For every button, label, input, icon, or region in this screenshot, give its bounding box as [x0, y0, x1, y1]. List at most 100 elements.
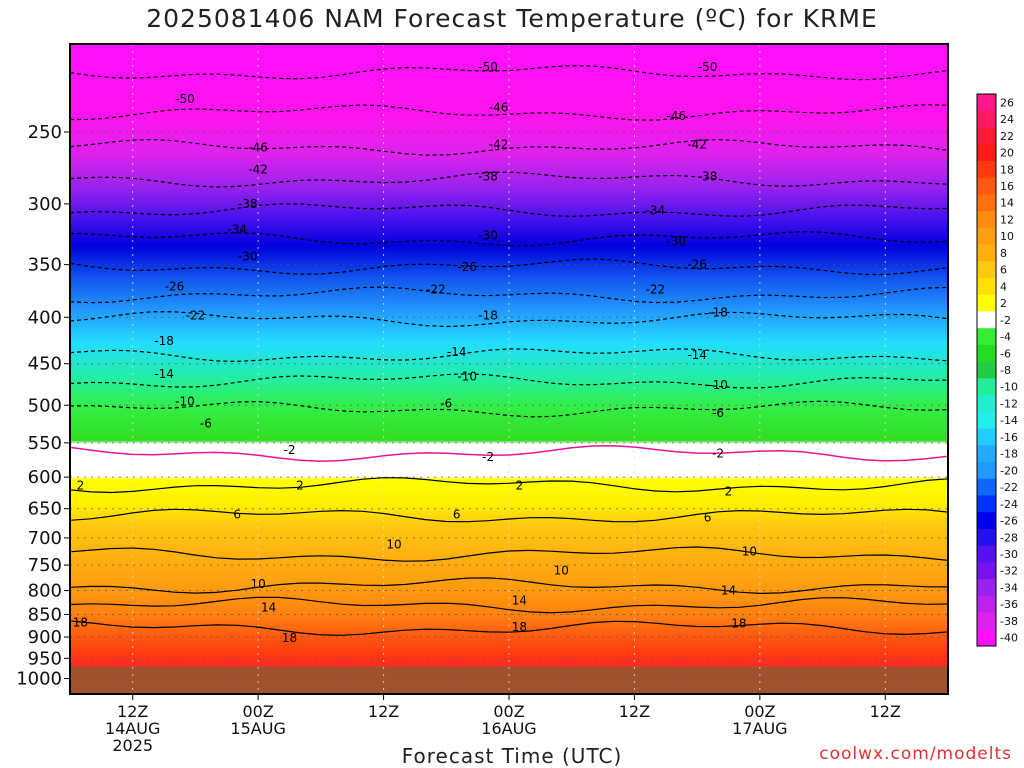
colorbar-label: -12	[1000, 397, 1018, 410]
colorbar-label: -16	[1000, 431, 1018, 444]
y-tick-label: 350	[28, 255, 62, 276]
colorbar-swatch	[977, 478, 996, 496]
colorbar-label: 26	[1000, 96, 1014, 109]
contour-label: -6	[440, 397, 452, 411]
colorbar-label: 20	[1000, 147, 1014, 160]
contour-label: -34	[646, 203, 666, 217]
contour-label: 2	[725, 484, 733, 498]
colorbar-swatch	[977, 328, 996, 346]
contour-label: -42	[687, 137, 707, 151]
contour-label: -6	[712, 406, 724, 420]
contour-label: -46	[666, 109, 686, 123]
contour-line	[69, 138, 949, 156]
colorbar-label: -36	[1000, 598, 1018, 611]
contour-label: -30	[238, 250, 258, 264]
colorbar-swatch	[977, 612, 996, 630]
contour-label: 6	[453, 508, 461, 522]
y-tick-label: 550	[28, 433, 62, 454]
contour-line	[69, 620, 949, 636]
colorbar-swatch	[977, 261, 996, 279]
x-tick-label: 12Z	[368, 702, 399, 721]
contour-label: -26	[165, 280, 185, 294]
colorbar-swatch	[977, 311, 996, 329]
colorbar-label: 6	[1000, 264, 1007, 277]
contour-label: -50	[478, 60, 498, 74]
x-tick-label: 12Z	[870, 702, 901, 721]
colorbar-swatch	[977, 428, 996, 446]
colorbar-swatch	[977, 211, 996, 229]
colorbar-swatch	[977, 227, 996, 246]
y-tick-label: 750	[28, 555, 62, 576]
x-tick-label: 14AUG	[105, 719, 160, 738]
contour-label: 14	[512, 593, 527, 607]
x-tick-label: 12Z	[619, 702, 650, 721]
credit-link[interactable]: coolwx.com/modelts	[819, 744, 1012, 764]
colorbar-label: 24	[1000, 113, 1014, 126]
colorbar-label: -22	[1000, 481, 1018, 494]
x-tick-label: 15AUG	[230, 719, 285, 738]
y-tick-label: 600	[28, 467, 62, 488]
contour-label: -42	[489, 137, 509, 151]
colorbar-swatch	[977, 495, 996, 513]
contour-label: -14	[447, 345, 467, 359]
colorbar-swatch	[977, 562, 996, 580]
colorbar: 26 24 22 20 18 16 14 12 10 8 6 4 2 -2 -4 -6 -8 -10 -12 -14 -…	[976, 93, 1018, 647]
colorbar-label: -26	[1000, 515, 1018, 528]
colorbar-label: -2	[1000, 314, 1011, 327]
contour-label: -34	[227, 222, 247, 236]
contour-label: -38	[478, 170, 498, 184]
colorbar-swatch	[977, 445, 996, 463]
colorbar-swatch	[977, 378, 996, 396]
y-tick-label: 1000	[16, 669, 62, 690]
colorbar-label: -18	[1000, 448, 1018, 461]
x-axis-label: Forecast Time (UTC)	[401, 744, 623, 768]
colorbar-label: 18	[1000, 163, 1014, 176]
contour-label: -10	[457, 370, 477, 384]
colorbar-swatch	[977, 144, 996, 162]
colorbar-label: -32	[1000, 565, 1018, 578]
contour-label: -22	[426, 283, 446, 297]
contour-label: -10	[708, 378, 728, 392]
contour-line	[69, 596, 949, 614]
contour-line	[69, 311, 949, 328]
colorbar-swatch	[977, 395, 996, 413]
contour-label: 14	[721, 584, 736, 598]
colorbar-swatch	[977, 110, 996, 128]
contour-label: 6	[233, 508, 241, 522]
colorbar-swatch	[977, 629, 996, 647]
colorbar-label: -40	[1000, 632, 1018, 645]
contour-label: 18	[282, 631, 297, 645]
colorbar-swatch	[977, 344, 996, 363]
colorbar-swatch	[977, 94, 996, 112]
contour-label: 18	[731, 617, 746, 631]
contour-line	[69, 577, 949, 595]
colorbar-swatch	[977, 595, 996, 614]
x-tick-label: 00Z	[493, 702, 524, 721]
colorbar-label: 8	[1000, 247, 1007, 260]
contour-label: 10	[554, 563, 569, 577]
plot-area: -50-50 -50-46-46-46-42-42 -42-38-38 -38-34-…	[69, 43, 949, 695]
colorbar-swatch	[977, 528, 996, 547]
colorbar-label: -38	[1000, 615, 1018, 628]
contour-label: -14	[154, 367, 174, 381]
contour-label: -2	[284, 443, 296, 457]
colorbar-swatch	[977, 579, 996, 597]
contour-label: -18	[154, 334, 174, 348]
colorbar-label: 16	[1000, 180, 1014, 193]
colorbar-label: 4	[1000, 280, 1007, 293]
contour-label: -26	[687, 258, 707, 272]
colorbar-frame	[976, 93, 997, 647]
x-tick-label: 16AUG	[481, 719, 536, 738]
y-tick-label: 300	[28, 194, 62, 215]
contour-label: -42	[248, 163, 268, 177]
y-tick-label: 850	[28, 604, 62, 625]
contour-label: -14	[687, 348, 707, 362]
y-tick-label: 500	[28, 395, 62, 416]
y-tick-label: 900	[28, 627, 62, 648]
contour-label: 6	[704, 511, 712, 525]
x-tick-label: 17AUG	[732, 719, 787, 738]
colorbar-swatch	[977, 194, 996, 212]
contour-label: -10	[175, 394, 195, 408]
chart-title: 2025081406 NAM Forecast Temperature (ºC)…	[146, 4, 878, 33]
contour-label: 10	[386, 538, 401, 552]
